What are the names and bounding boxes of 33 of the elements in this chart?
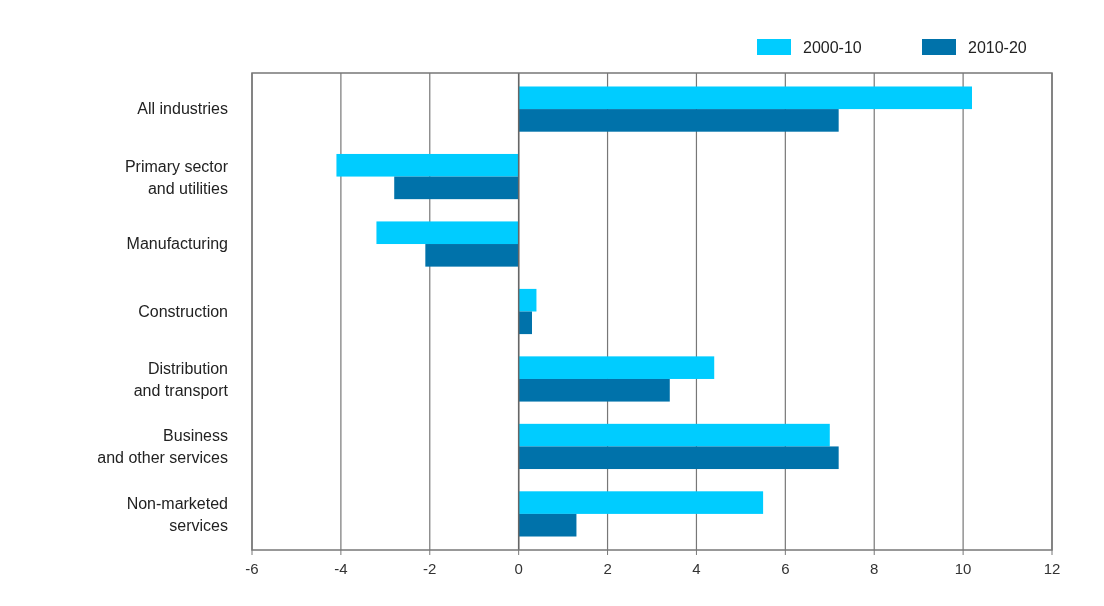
bar xyxy=(518,378,670,402)
bar xyxy=(336,153,519,177)
bar xyxy=(394,176,519,200)
y-tick-label: Primary sector and utilities xyxy=(124,157,229,197)
bar xyxy=(518,86,972,110)
bar xyxy=(518,109,839,132)
bar xyxy=(425,244,519,267)
bar xyxy=(518,446,839,470)
x-tick-label: -2 xyxy=(423,560,437,577)
y-tick-label: Manufacturing xyxy=(126,235,228,253)
x-tick-label: -4 xyxy=(334,560,348,577)
bar xyxy=(518,423,830,447)
x-tick-label: 10 xyxy=(954,560,972,577)
bar xyxy=(518,288,537,312)
bar xyxy=(518,491,764,514)
x-tick-label: 12 xyxy=(1043,560,1061,577)
x-tick-label: 4 xyxy=(692,560,701,577)
bar xyxy=(518,513,577,537)
y-tick-label: All industries xyxy=(137,100,228,118)
legend-label: 2000-10 xyxy=(803,39,862,56)
bar xyxy=(376,221,519,245)
x-tick-label: -6 xyxy=(245,560,259,577)
bar xyxy=(518,311,532,335)
x-tick-label: 2 xyxy=(603,560,612,577)
y-tick-label: Construction xyxy=(138,302,228,320)
x-tick-label: 8 xyxy=(870,560,879,577)
x-tick-label: 0 xyxy=(514,560,523,577)
bar xyxy=(518,356,715,379)
x-tick-label: 6 xyxy=(781,560,790,577)
y-tick-label: Business and other services xyxy=(97,427,228,467)
legend-label: 2010-20 xyxy=(968,39,1027,56)
y-tick-label: Distribution and transport xyxy=(133,359,229,399)
y-tick-label: Non-marketed services xyxy=(126,494,228,534)
